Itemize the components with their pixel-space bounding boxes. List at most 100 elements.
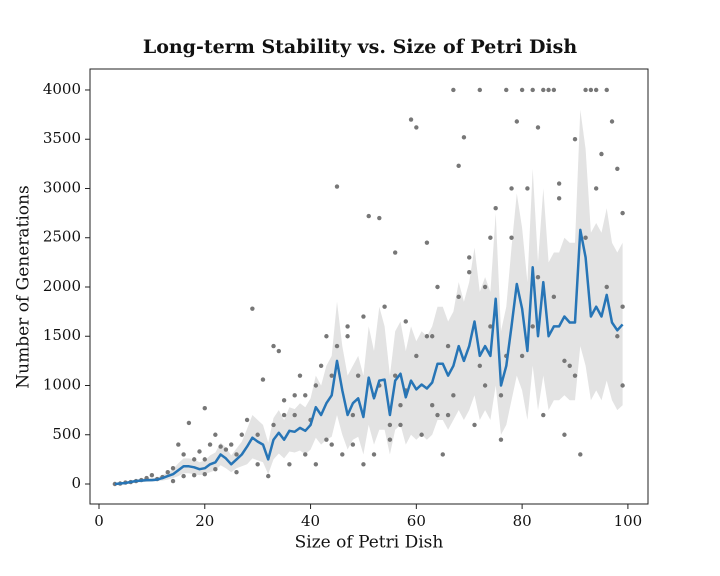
data-point [392, 250, 398, 255]
data-point [340, 452, 345, 457]
data-point [541, 412, 546, 418]
data-point [255, 462, 260, 467]
data-point [461, 135, 467, 140]
y-tick-label: 3000 [43, 178, 81, 196]
data-point [181, 452, 186, 457]
data-point [599, 151, 604, 157]
data-point [482, 284, 488, 290]
data-point [424, 334, 430, 339]
data-point [530, 87, 535, 93]
data-point [382, 304, 387, 309]
x-tick-label: 20 [195, 512, 214, 530]
x-tick-label: 0 [94, 512, 104, 530]
y-tick-label: 1500 [43, 326, 81, 344]
x-tick-label: 80 [513, 512, 532, 530]
data-point [609, 119, 615, 124]
data-point [170, 466, 176, 471]
data-point [202, 405, 207, 411]
data-point [398, 402, 403, 408]
data-point [408, 117, 414, 122]
y-tick-label: 500 [52, 425, 81, 443]
data-point [424, 240, 430, 245]
data-point [229, 442, 234, 447]
data-point [345, 334, 350, 339]
data-point [318, 363, 324, 368]
data-point [266, 473, 271, 479]
data-point [281, 398, 287, 403]
x-tick-label: 60 [407, 512, 426, 530]
data-point [567, 363, 572, 368]
data-point [514, 119, 520, 124]
data-point [535, 125, 541, 130]
data-point [451, 393, 456, 398]
data-point [366, 213, 371, 219]
x-tick-label: 100 [614, 512, 643, 530]
data-point [604, 284, 609, 290]
data-point [451, 87, 456, 93]
data-point [324, 437, 329, 442]
data-point [419, 432, 424, 437]
data-point [191, 472, 197, 478]
y-tick-label: 3500 [43, 129, 81, 147]
data-point [535, 274, 541, 280]
data-point [509, 186, 514, 191]
data-point [488, 235, 493, 240]
data-point [271, 422, 276, 428]
data-point [430, 334, 435, 339]
data-point [593, 186, 599, 191]
data-point [498, 393, 504, 398]
data-point [482, 383, 488, 388]
data-point [176, 442, 181, 447]
data-point [223, 447, 229, 452]
data-point [551, 87, 557, 93]
data-point [445, 343, 451, 349]
data-point [329, 373, 334, 378]
data-point [371, 452, 377, 457]
data-point [467, 270, 472, 275]
data-point [551, 294, 557, 300]
data-point [519, 87, 525, 93]
data-point [292, 393, 297, 398]
data-point [498, 437, 504, 442]
data-point [398, 422, 403, 428]
x-axis-label: Size of Petri Dish [295, 533, 444, 553]
data-point [456, 163, 461, 169]
data-point [556, 196, 562, 201]
data-point [181, 473, 186, 479]
data-point [329, 442, 334, 447]
x-tick-label: 40 [301, 512, 320, 530]
data-point [191, 457, 197, 462]
data-point [414, 353, 419, 359]
data-point [350, 412, 356, 418]
data-point [313, 383, 319, 388]
data-point [477, 363, 483, 368]
data-point [467, 255, 472, 260]
data-point [562, 432, 567, 437]
data-point [620, 304, 625, 309]
data-point [361, 314, 366, 319]
data-point [361, 462, 366, 467]
data-point [255, 432, 260, 437]
data-point [202, 457, 207, 462]
data-point [572, 373, 578, 378]
data-point [604, 87, 609, 93]
data-point [377, 215, 382, 221]
data-point [213, 467, 218, 472]
data-point [562, 358, 567, 364]
data-point [213, 432, 218, 437]
data-point [435, 412, 440, 418]
data-point [234, 452, 239, 457]
data-point [334, 343, 340, 349]
data-point [186, 420, 192, 426]
data-point [303, 393, 308, 398]
data-point [615, 166, 620, 171]
data-point [488, 324, 493, 329]
data-point [519, 353, 525, 359]
data-point [297, 373, 303, 378]
data-point [477, 87, 483, 93]
data-point [276, 348, 282, 354]
data-point [435, 284, 440, 290]
y-tick-label: 2000 [43, 277, 81, 295]
data-point [445, 412, 451, 418]
y-tick-label: 2500 [43, 228, 81, 246]
